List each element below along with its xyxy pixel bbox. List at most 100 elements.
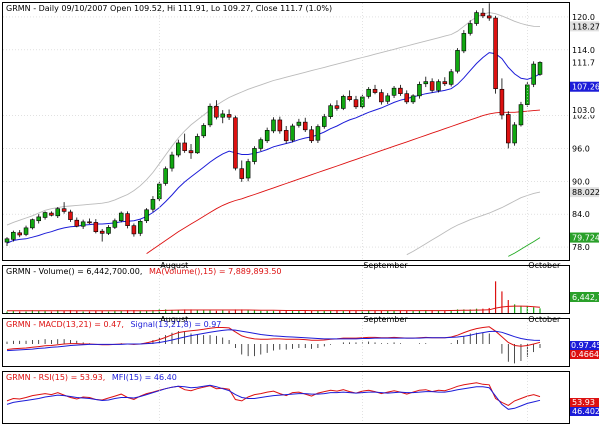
candle-up [321,116,327,127]
macd-lines [6,326,541,364]
candle-up [296,121,302,126]
candle-up [417,84,422,97]
candle-down [493,17,498,90]
candle-up [290,125,295,141]
candle-up [220,113,226,118]
price-tick-label: 84.0 [572,210,590,219]
macd-signal-tag: 0.97.4574 [570,341,600,350]
candle-up [137,220,143,234]
candle-up [518,104,524,126]
price-overlays [6,12,541,257]
price-tag-text: 118.279 [572,22,600,31]
candle-up [23,227,29,235]
price-tick-label: 96.0 [572,144,590,153]
price-tag-text: 107.264 [572,83,600,92]
candle-down [239,168,245,179]
volume-header-label: GRMN - Volume() = 6,442,700.00, [6,267,142,276]
volume-ma-line [7,305,541,312]
candle-down [347,96,352,100]
candle-down [379,92,384,103]
candle-up [112,220,118,228]
candles [4,3,543,246]
candle-down [506,114,511,144]
candle-up [341,96,346,109]
rsi-header-label: GRMN - RSI(15) = 53.93, [6,373,105,382]
price-tick-label: 120.0 [572,13,595,22]
candle-up [366,88,371,97]
price-tags: 118.279 111.7 107.264 103.0 88.0226 79.7245 [570,21,600,243]
candle-up [207,105,213,126]
candle-down [398,87,403,94]
candle-up [258,139,264,149]
price-grid [3,16,569,248]
rsi-line [6,384,541,410]
candle-up [467,23,473,34]
candle-down [233,117,238,169]
candle-up [328,105,333,117]
candle-down [182,142,187,151]
candle-down [404,93,410,103]
candle-up [42,212,48,218]
month-label: October [528,261,561,270]
candle-down [442,81,448,85]
candle-up [150,199,156,210]
candle-up [106,227,111,234]
svg-text:0.4664.74: 0.4664.74 [571,350,600,359]
candle-down [49,212,54,216]
price-tag-box [570,21,599,32]
candle-up [448,71,454,85]
macd-header: GRMN - MACD(13,21) = 0.47, Signal(13,21,… [6,320,221,329]
candle-down [125,213,130,226]
macd-header-signal: Signal(13,21,8) = 0.97 [130,320,221,329]
volume-panel [2,265,570,314]
candle-up [315,126,321,141]
candle-down [188,150,194,154]
candle-up [391,87,397,96]
candle-down [131,225,137,235]
candle-up [423,81,429,85]
overlay-line [508,237,541,257]
candle-down [61,208,67,212]
candle-down [283,130,289,142]
candle-down [429,81,435,91]
candle-up [537,62,543,75]
volume-bars [6,281,541,313]
candle-down [99,230,105,234]
candle-up [4,238,10,243]
candle-down [74,219,80,227]
month-label: September [363,261,408,270]
candle-down [17,232,22,236]
candle-up [36,216,41,222]
candle-up [264,130,270,142]
month-label: August [160,315,188,324]
candle-up [163,168,168,184]
svg-text:6,442,70: 6,442,70 [572,293,600,302]
candle-up [201,125,206,137]
candle-up [385,95,390,102]
candle-down [334,105,340,109]
price-tick-label: 102.0 [572,112,595,121]
candle-up [512,124,517,144]
candle-up [474,12,479,24]
candle-up [195,136,200,154]
candle-up [410,95,416,103]
svg-text:46.402: 46.402 [572,407,600,416]
candle-up [455,50,460,72]
price-tick-label: 90.0 [572,177,590,186]
rsi-header-mfi: MFI(15) = 46.40 [112,373,177,382]
price-tag-box [570,232,599,243]
price-tag-text: 79.7245 [572,234,600,243]
x-axis-labels: August August September September October Oct… [158,3,561,423]
candle-up [461,33,467,52]
price-axis-ticks: 120.0 114.0 102.0 96.0 90.0 84.0 78.0 [572,13,595,252]
candle-up [531,63,536,85]
candle-up [176,142,181,156]
candle-up [271,119,276,132]
price-tag-text: 103.0 [572,106,595,115]
svg-text:53.93: 53.93 [572,398,595,407]
candle-up [55,208,61,217]
candle-down [353,99,359,108]
overlay-line [146,109,541,254]
volume-header-ma: MA(Volume(),15) = 7,889,893.50 [149,267,282,276]
